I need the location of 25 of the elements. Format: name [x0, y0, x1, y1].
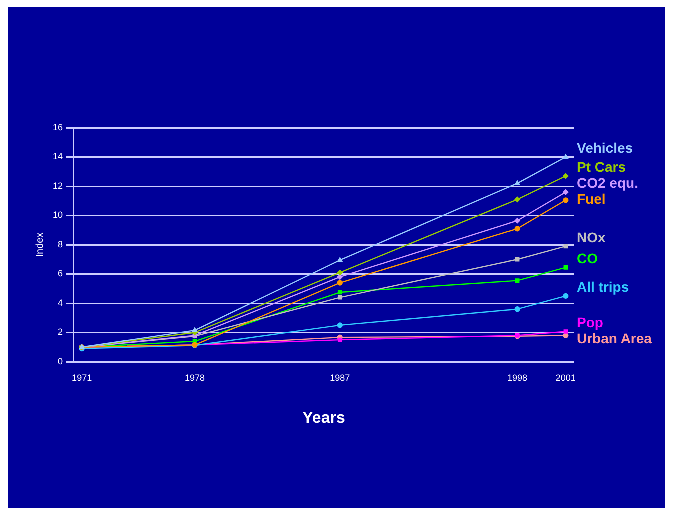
series-label: All trips — [577, 279, 630, 296]
y-tick-label: 8 — [58, 239, 64, 250]
y-tick-label: 10 — [52, 210, 64, 220]
x-tick-label: 2001 — [556, 372, 576, 383]
y-axis-title: Index — [34, 232, 46, 258]
y-tick-label: 16 — [52, 122, 64, 132]
y-tick-label: 14 — [52, 152, 64, 162]
series-label: CO2 equ. — [577, 175, 638, 192]
series-label: Urban Area — [577, 330, 652, 347]
x-tick-label: 1998 — [508, 372, 528, 383]
x-axis-title: Years — [302, 410, 346, 427]
y-tick-label: 6 — [58, 268, 64, 279]
series-label: Fuel — [577, 191, 606, 208]
x-tick-label: 1971 — [72, 372, 92, 383]
y-tick-label: 0 — [58, 356, 64, 366]
series-label: Pt Cars — [577, 159, 626, 176]
series-label: Vehicles — [577, 140, 634, 156]
series-label: NOx — [577, 229, 606, 246]
series-label: CO — [577, 250, 598, 267]
x-tick-label: 1987 — [330, 372, 350, 383]
y-tick-label: 12 — [52, 180, 64, 191]
y-tick-label: 4 — [58, 298, 64, 308]
series-label: Pop — [577, 314, 604, 331]
x-tick-label: 1978 — [184, 372, 205, 383]
y-tick-label: 2 — [58, 327, 64, 338]
